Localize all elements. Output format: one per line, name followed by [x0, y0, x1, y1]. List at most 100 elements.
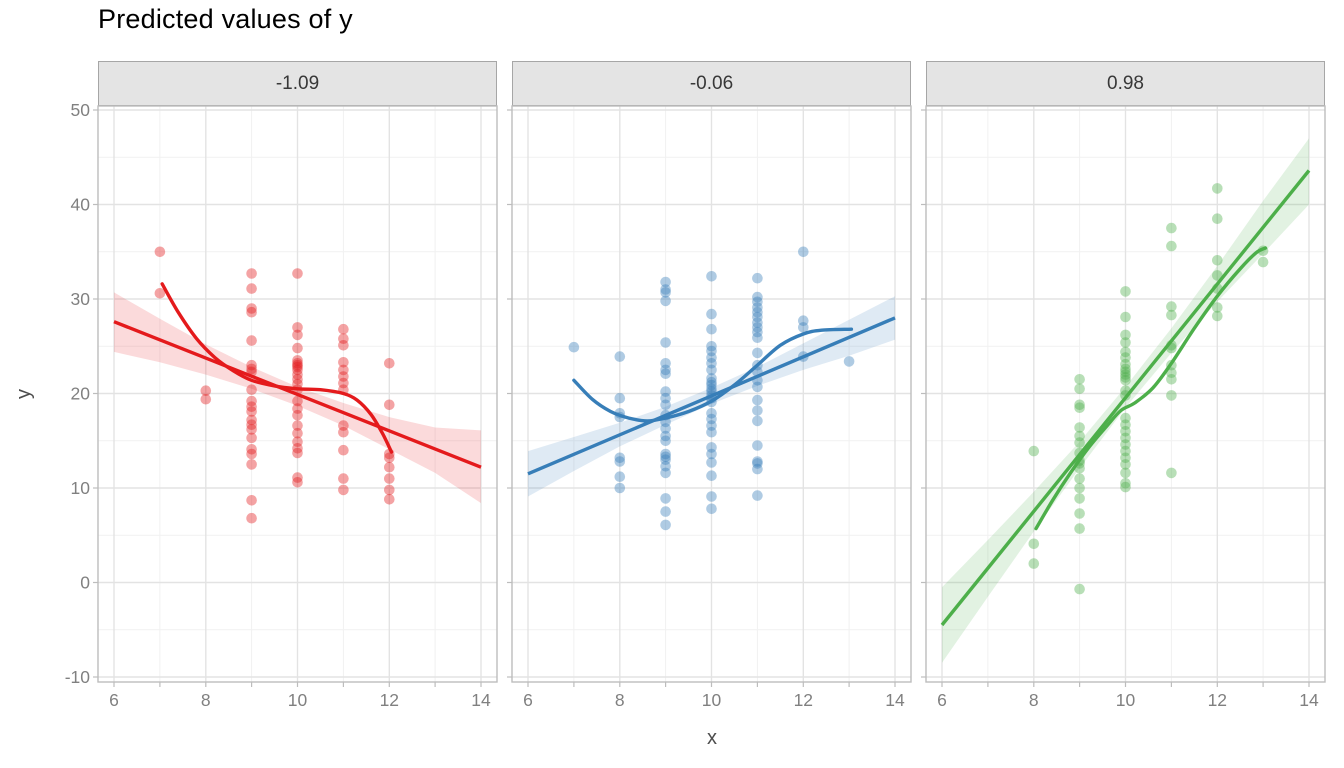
- data-point: [660, 287, 671, 298]
- data-point: [1120, 412, 1131, 424]
- x-axis-title: x: [707, 727, 717, 749]
- data-point: [1074, 523, 1085, 534]
- data-point: [706, 352, 717, 363]
- x-tick-label: 10: [702, 690, 722, 710]
- facet-strip-1: -1.09: [98, 61, 497, 106]
- data-point: [706, 426, 717, 438]
- x-tick-label: 6: [937, 690, 947, 710]
- data-point: [1120, 358, 1131, 370]
- data-point: [384, 452, 395, 464]
- data-point: [338, 340, 349, 351]
- data-point: [384, 484, 395, 496]
- regression-line: [940, 169, 1311, 627]
- data-point: [338, 323, 349, 335]
- facet-strip-label: 0.98: [1107, 72, 1144, 94]
- loess-curve: [160, 282, 394, 454]
- data-point: [1120, 363, 1131, 375]
- data-point: [1120, 337, 1131, 348]
- data-point: [338, 420, 349, 431]
- data-point: [752, 272, 763, 284]
- data-point: [246, 459, 257, 470]
- data-point: [614, 471, 626, 483]
- data-point: [1120, 419, 1131, 431]
- y-axis-ticks: [93, 109, 98, 678]
- data-point: [660, 337, 671, 348]
- data-point: [1120, 369, 1131, 380]
- x-tick-label: 10: [1116, 690, 1136, 710]
- data-point: [246, 363, 257, 375]
- data-point: [1212, 302, 1223, 313]
- data-point: [292, 477, 303, 488]
- data-point: [1166, 390, 1177, 401]
- data-layer: [113, 246, 482, 524]
- data-point: [292, 403, 303, 414]
- data-point: [706, 323, 717, 335]
- x-tick-label: 8: [1029, 690, 1039, 710]
- data-point: [1120, 352, 1131, 363]
- data-point: [1074, 399, 1085, 411]
- data-point: [246, 406, 257, 417]
- data-point: [660, 451, 671, 463]
- data-point: [660, 519, 671, 531]
- data-point: [246, 268, 257, 279]
- x-tick-label: 8: [201, 690, 211, 710]
- x-tick-label: 12: [380, 690, 399, 710]
- data-point: [1120, 426, 1131, 437]
- facet-strip-label: -0.06: [689, 72, 734, 94]
- data-point: [1074, 508, 1085, 519]
- data-point: [1120, 459, 1131, 470]
- data-point: [706, 457, 717, 468]
- data-point: [246, 384, 257, 396]
- data-point: [338, 426, 349, 438]
- data-point: [706, 341, 717, 352]
- data-point: [292, 472, 303, 483]
- data-point: [660, 392, 671, 404]
- data-point: [1166, 374, 1177, 385]
- data-point: [1074, 430, 1085, 442]
- data-point: [660, 454, 671, 466]
- data-point: [1166, 301, 1177, 312]
- data-point: [660, 423, 671, 434]
- data-point: [1074, 383, 1085, 395]
- data-point: [614, 392, 626, 404]
- data-point: [660, 368, 671, 380]
- data-point: [1166, 240, 1177, 252]
- data-point: [1166, 467, 1177, 479]
- data-point: [706, 420, 717, 431]
- data-point: [843, 356, 855, 367]
- data-point: [1074, 493, 1085, 504]
- data-point: [614, 482, 626, 494]
- data-point: [246, 359, 257, 371]
- data-point: [246, 419, 257, 431]
- data-point: [706, 503, 717, 515]
- data-point: [292, 364, 303, 376]
- data-point: [246, 424, 257, 435]
- data-point: [292, 427, 303, 439]
- data-point: [1166, 309, 1177, 321]
- regression-line: [113, 320, 482, 469]
- data-point: [752, 332, 763, 344]
- data-point: [660, 276, 671, 288]
- data-point: [1120, 445, 1131, 457]
- data-point: [246, 303, 257, 314]
- data-point: [246, 395, 257, 407]
- x-tick-label: 14: [471, 690, 491, 710]
- data-point: [706, 408, 717, 419]
- data-point: [292, 358, 303, 369]
- data-point: [752, 405, 763, 416]
- grid-major: [926, 106, 1325, 682]
- data-point: [292, 374, 303, 385]
- confidence-ribbon: [114, 292, 481, 504]
- data-point: [1074, 374, 1085, 385]
- confidence-ribbon: [942, 138, 1309, 663]
- data-point: [1120, 366, 1131, 378]
- data-point: [752, 302, 763, 313]
- data-point: [1120, 375, 1131, 386]
- x-tick-label: 12: [1208, 690, 1227, 710]
- data-point: [246, 414, 257, 426]
- data-point: [752, 394, 763, 406]
- data-point: [1166, 222, 1177, 234]
- data-point: [246, 401, 257, 413]
- data-point: [752, 463, 763, 475]
